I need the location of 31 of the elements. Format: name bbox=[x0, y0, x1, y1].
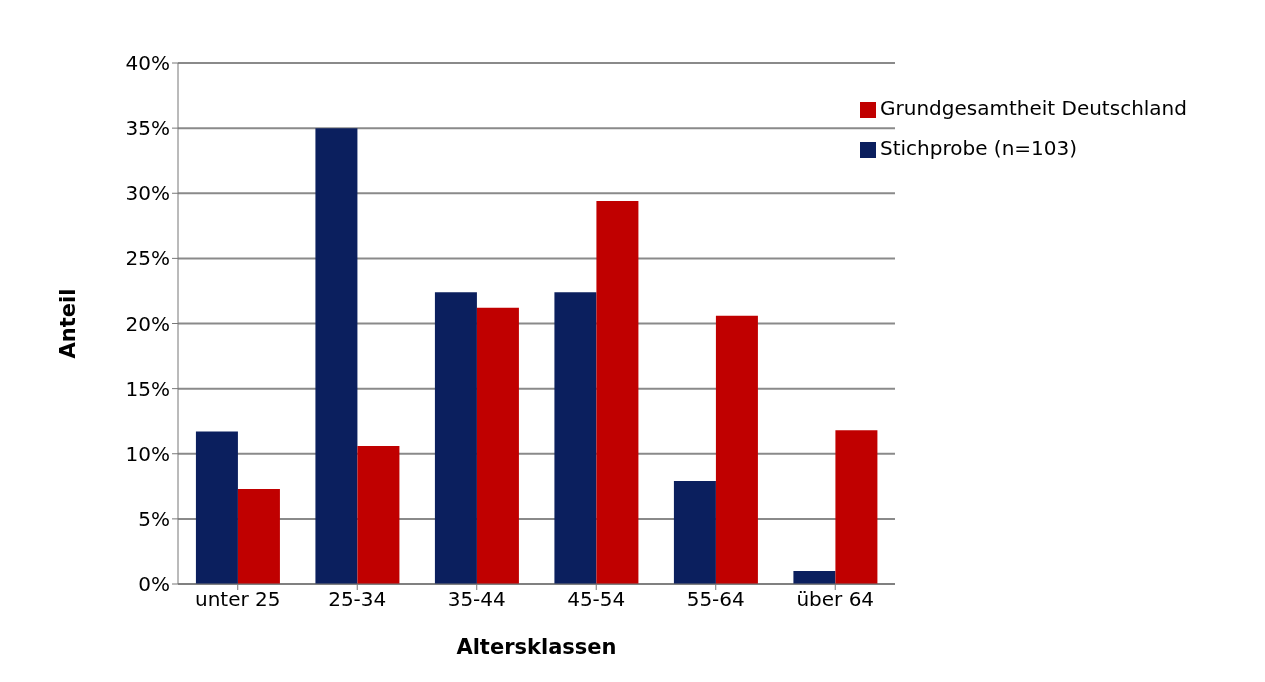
x-tick-label: 45-54 bbox=[567, 587, 626, 612]
x-axis-title: Altersklassen bbox=[456, 635, 617, 659]
bar bbox=[237, 488, 280, 584]
y-tick-label: 30% bbox=[125, 181, 170, 206]
y-tick-label: 25% bbox=[125, 246, 170, 271]
x-tick-label: 25-34 bbox=[328, 587, 387, 612]
bar bbox=[596, 201, 639, 584]
legend-label: Stichprobe (n=103) bbox=[879, 136, 1078, 160]
bar bbox=[793, 570, 836, 584]
y-tick-label: 15% bbox=[125, 376, 170, 401]
y-tick-label: 10% bbox=[125, 441, 170, 466]
bar bbox=[554, 292, 597, 584]
y-tick-label: 20% bbox=[125, 311, 170, 336]
x-tick-label: 55-64 bbox=[686, 587, 745, 612]
bar bbox=[835, 430, 878, 584]
x-tick-label: über 64 bbox=[796, 587, 875, 612]
x-tick-label: 35-44 bbox=[447, 587, 506, 612]
bar bbox=[357, 445, 400, 584]
legend-label: Grundgesamtheit Deutschland bbox=[879, 96, 1187, 120]
y-tick-label: 5% bbox=[138, 506, 170, 531]
bar bbox=[315, 128, 358, 584]
bar bbox=[715, 315, 758, 584]
y-axis-title: Anteil bbox=[56, 288, 81, 359]
bar bbox=[434, 292, 477, 584]
bar bbox=[673, 481, 716, 584]
y-tick-label: 40% bbox=[125, 51, 170, 76]
y-tick-label: 0% bbox=[138, 572, 170, 597]
y-tick-label: 35% bbox=[125, 116, 170, 141]
bar bbox=[195, 431, 238, 584]
x-tick-label: unter 25 bbox=[194, 587, 281, 612]
bar bbox=[476, 307, 519, 584]
